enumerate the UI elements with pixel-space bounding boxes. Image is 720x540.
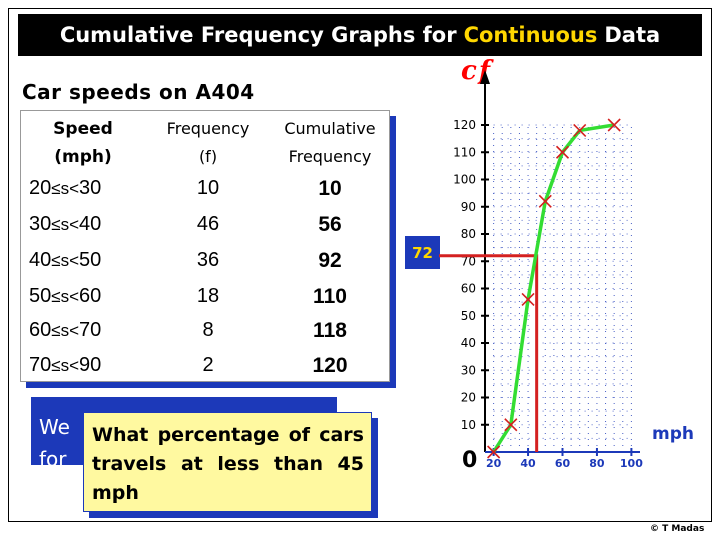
header-speed: Speed [53, 119, 113, 139]
class-interval: 50≤s<60 [29, 285, 141, 308]
frequency-table: Speed (mph) Frequency (f) Cumulative Fre… [20, 110, 396, 388]
cumulative-frequency-cell: 56 [318, 213, 342, 236]
y-tick-label: 110 [453, 145, 476, 159]
interval-upper: 90 [79, 354, 102, 376]
class-interval: 30≤s<40 [29, 213, 141, 236]
header-frequency-f: (f) [198, 147, 218, 166]
interval-inequality: ≤s< [51, 287, 80, 306]
header-speed-unit: (mph) [54, 147, 112, 167]
cumulative-frequency-cell: 110 [313, 285, 347, 308]
x-tick-label: 20 [486, 457, 502, 470]
origin-label: 0 [462, 448, 478, 473]
data-point-marker [555, 145, 570, 159]
slide-frame [8, 8, 712, 522]
interval-inequality: ≤s< [51, 321, 80, 340]
cumulative-frequency-cell: 118 [313, 319, 347, 342]
interval-upper: 60 [79, 285, 102, 307]
header-cumulative: Cumulative [284, 119, 376, 138]
y-tick-label: 20 [461, 391, 476, 405]
class-interval: 70≤s<90 [29, 354, 141, 377]
hidden-answer-text: We for [39, 411, 70, 475]
hidden-line-1: We [39, 415, 70, 439]
y-axis-arrow [480, 70, 490, 84]
frequency-cell: 18 [196, 285, 220, 307]
data-point-marker [521, 292, 535, 306]
interval-upper: 70 [79, 319, 102, 341]
frequency-cell: 46 [196, 213, 220, 235]
interval-lower: 40 [29, 249, 52, 271]
page-title: Cumulative Frequency Graphs for Continuo… [18, 14, 702, 56]
y-tick-label: 120 [453, 118, 476, 132]
interval-upper: 50 [79, 249, 102, 271]
class-interval: 60≤s<70 [29, 319, 141, 342]
interval-inequality: ≤s< [51, 215, 80, 234]
title-main: Cumulative Frequency Graphs for [59, 23, 457, 47]
cumulative-frequency-curve [492, 123, 615, 453]
x-tick-label: 60 [555, 457, 571, 470]
interval-inequality: ≤s< [51, 179, 80, 198]
interval-lower: 30 [29, 213, 52, 235]
frequency-cell: 10 [196, 177, 220, 199]
data-point-marker [487, 445, 501, 459]
interval-inequality: ≤s< [51, 251, 80, 270]
x-tick-label: 100 [620, 457, 643, 470]
frequency-cell: 2 [202, 354, 214, 376]
cumulative-frequency-cell: 10 [318, 177, 342, 200]
header-frequency: Frequency [166, 119, 250, 138]
y-tick-label: 30 [461, 363, 476, 377]
interval-upper: 40 [79, 213, 102, 235]
cumulative-frequency-cell: 120 [312, 354, 348, 377]
y-tick-label: 50 [461, 309, 476, 323]
interval-lower: 50 [29, 285, 52, 307]
data-point-marker [573, 123, 587, 138]
y-tick-label: 80 [461, 227, 476, 241]
y-tick-label: 10 [461, 418, 476, 432]
cumulative-frequency-cell: 92 [318, 249, 342, 272]
data-point-marker [504, 418, 518, 432]
question-text: What percentage of cars travels at less … [92, 424, 364, 504]
class-interval: 20≤s<30 [29, 177, 141, 200]
class-interval: 40≤s<50 [29, 249, 141, 272]
interval-upper: 30 [79, 177, 102, 199]
y-tick-label: 100 [453, 173, 476, 187]
question-box: What percentage of cars travels at less … [83, 412, 372, 512]
credit: © T Madas [650, 524, 705, 534]
y-tick-label: 40 [461, 336, 476, 350]
title-highlight: Continuous [463, 23, 598, 47]
data-point-marker [607, 118, 621, 132]
x-axis-label: mph [652, 424, 694, 444]
interval-lower: 70 [29, 354, 52, 376]
table-body: Speed (mph) Frequency (f) Cumulative Fre… [20, 110, 390, 382]
hidden-line-2: for [39, 447, 67, 471]
interval-inequality: ≤s< [51, 356, 80, 375]
frequency-cell: 36 [196, 249, 220, 271]
y-tick-label: 60 [461, 282, 476, 296]
interval-lower: 20 [29, 177, 52, 199]
header-cumulative-frequency: Frequency [288, 147, 372, 166]
title-end: Data [604, 23, 661, 47]
subtitle: Car speeds on A404 [22, 80, 255, 104]
x-tick-label: 80 [589, 457, 605, 470]
reading-label: 72 [405, 236, 440, 269]
interval-lower: 60 [29, 319, 52, 341]
y-tick-label: 90 [461, 200, 476, 214]
data-point-marker [538, 194, 552, 208]
y-tick-label: 70 [461, 254, 476, 268]
x-tick-label: 40 [520, 457, 536, 470]
frequency-cell: 8 [202, 319, 214, 341]
